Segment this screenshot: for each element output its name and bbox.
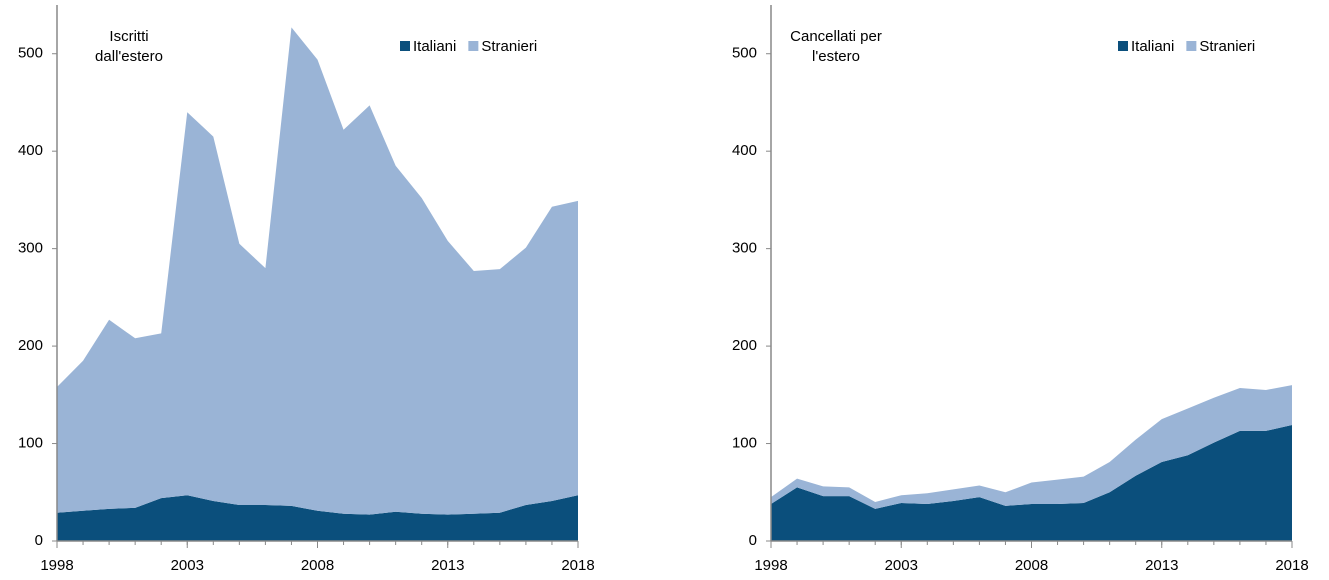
legend-swatch xyxy=(468,41,479,51)
legend-swatch xyxy=(1118,41,1128,51)
y-tick-label: 100 xyxy=(18,435,43,452)
chart-title: l'estero xyxy=(812,48,860,65)
y-tick-label: 200 xyxy=(732,337,757,354)
legend-swatch xyxy=(1186,41,1197,51)
y-tick-label: 400 xyxy=(18,142,43,159)
y-tick-label: 0 xyxy=(749,532,757,549)
x-tick-label: 1998 xyxy=(40,557,73,574)
x-tick-label: 2003 xyxy=(885,557,918,574)
chart-title: dall'estero xyxy=(95,48,163,65)
chart-title: Cancellati per xyxy=(790,28,882,45)
x-tick-label: 2008 xyxy=(301,557,334,574)
y-tick-label: 0 xyxy=(35,532,43,549)
chart-title: Iscritti xyxy=(109,28,148,45)
area xyxy=(57,495,578,541)
legend-label: Italiani xyxy=(1131,38,1174,55)
x-tick-label: 2018 xyxy=(1275,557,1308,574)
legend-label: Stranieri xyxy=(1199,38,1255,55)
x-tick-label: 2008 xyxy=(1015,557,1048,574)
x-tick-label: 2013 xyxy=(431,557,464,574)
x-tick-label: 2003 xyxy=(171,557,204,574)
area xyxy=(57,27,578,515)
y-tick-label: 400 xyxy=(732,142,757,159)
y-tick-label: 300 xyxy=(732,240,757,257)
x-tick-label: 2013 xyxy=(1145,557,1178,574)
legend-swatch xyxy=(400,41,410,51)
x-tick-label: 1998 xyxy=(754,557,787,574)
area xyxy=(771,385,1292,509)
y-tick-label: 200 xyxy=(18,337,43,354)
legend-label: Stranieri xyxy=(481,38,537,55)
y-tick-label: 100 xyxy=(732,435,757,452)
y-tick-label: 500 xyxy=(18,45,43,62)
area xyxy=(771,425,1292,541)
y-tick-label: 500 xyxy=(732,45,757,62)
legend-label: Italiani xyxy=(413,38,456,55)
x-tick-label: 2018 xyxy=(561,557,594,574)
y-tick-label: 300 xyxy=(18,240,43,257)
